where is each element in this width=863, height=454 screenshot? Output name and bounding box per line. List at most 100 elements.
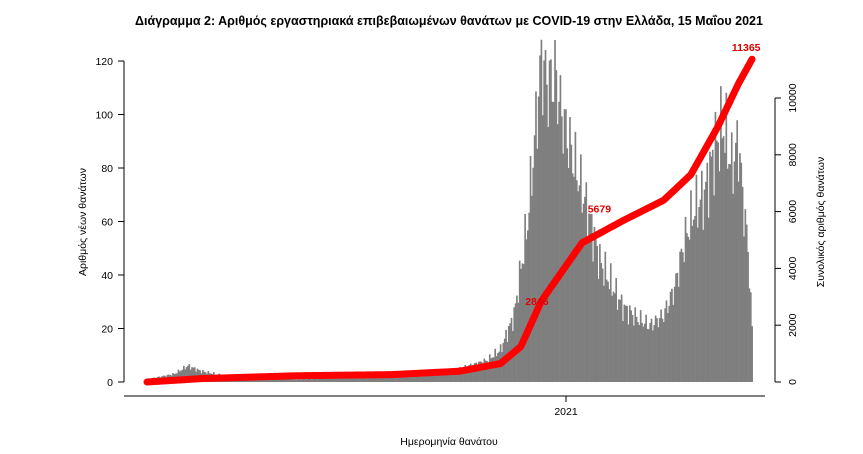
daily-bar [399, 374, 401, 382]
daily-bar [191, 367, 193, 382]
daily-bar [688, 239, 691, 382]
left-tick-label: 80 [101, 163, 113, 175]
daily-bar [543, 60, 545, 383]
left-tick-label: 100 [95, 110, 113, 122]
daily-bar [361, 377, 363, 382]
daily-bar [733, 161, 736, 382]
daily-bar [603, 285, 605, 382]
daily-bar [302, 379, 305, 382]
right-tick-label: 8000 [787, 143, 799, 167]
daily-bar [420, 375, 423, 382]
daily-bar [535, 91, 537, 383]
daily-bar [524, 214, 526, 382]
daily-bar [737, 181, 740, 382]
daily-bar [620, 294, 623, 382]
daily-bar [366, 377, 369, 382]
daily-bar [667, 313, 669, 382]
daily-bar [649, 322, 652, 382]
daily-bar [408, 372, 411, 382]
daily-bar [473, 362, 476, 382]
daily-bar [672, 304, 675, 382]
daily-bar [272, 378, 275, 382]
left-tick-label: 40 [101, 270, 113, 282]
daily-bar [575, 180, 578, 382]
daily-bar [461, 369, 464, 382]
daily-bar [623, 304, 626, 382]
daily-bar [475, 362, 477, 382]
daily-bar [747, 251, 749, 382]
daily-bar [635, 316, 638, 382]
daily-bar [280, 379, 283, 382]
daily-bar [358, 376, 361, 382]
daily-bar [490, 358, 492, 382]
daily-bar [335, 378, 337, 382]
daily-bar [196, 368, 199, 382]
daily-bar [313, 378, 316, 382]
daily-bar [563, 109, 566, 382]
daily-bar [305, 379, 308, 382]
daily-bar [401, 376, 404, 382]
daily-bar [714, 111, 717, 383]
daily-bar [354, 376, 356, 382]
daily-bar [410, 374, 412, 382]
daily-bar [607, 281, 609, 382]
daily-bar [669, 291, 672, 382]
daily-bar [622, 321, 624, 382]
daily-bar [628, 305, 631, 382]
daily-bar [325, 378, 328, 382]
daily-bar [546, 84, 548, 383]
daily-bar [690, 190, 692, 382]
daily-bar [585, 182, 588, 382]
daily-bar [516, 295, 518, 382]
cumulative-annotation: 2846 [525, 296, 549, 308]
daily-bar [384, 374, 386, 382]
daily-bar [654, 315, 657, 382]
daily-bar [185, 367, 188, 382]
daily-bar [446, 371, 449, 382]
daily-bar [725, 92, 728, 383]
daily-bar [707, 217, 710, 382]
daily-bar [295, 379, 298, 382]
daily-bar [726, 168, 729, 382]
daily-bar [580, 154, 582, 382]
daily-bar [339, 377, 342, 382]
daily-bar [471, 367, 473, 382]
daily-bar [396, 376, 399, 382]
right-y-axis-label: Συνολικός αριθμός θανάτων [815, 157, 827, 287]
daily-bar [571, 173, 574, 382]
daily-bar [465, 367, 468, 382]
daily-bar [702, 229, 705, 382]
daily-bar [486, 361, 488, 382]
daily-bar [699, 199, 702, 382]
daily-bar [310, 379, 313, 382]
x-axis: 2021 [124, 395, 765, 418]
daily-bar [363, 376, 366, 382]
cumulative-line [143, 55, 756, 386]
daily-bar [276, 378, 279, 382]
daily-bar [631, 314, 634, 382]
daily-bar [721, 138, 724, 382]
daily-bar [487, 362, 490, 382]
daily-bar [444, 368, 446, 382]
daily-bar [601, 268, 604, 382]
daily-bar [592, 261, 594, 382]
daily-bar [380, 376, 382, 382]
daily-bar [271, 378, 274, 382]
daily-bar [647, 329, 650, 382]
daily-bar [653, 325, 656, 382]
daily-bar [652, 330, 654, 382]
daily-bar [290, 379, 293, 382]
daily-bar [518, 260, 521, 382]
daily-bar [522, 264, 525, 382]
daily-bar [414, 372, 416, 382]
left-y-axis: 0 20 40 60 80 100 120 [95, 56, 125, 389]
daily-bar [309, 378, 312, 382]
daily-bar [279, 378, 282, 382]
daily-bar [715, 140, 718, 382]
daily-bar [438, 369, 441, 382]
daily-bar [306, 378, 309, 382]
daily-bar [694, 216, 696, 382]
daily-bar [520, 268, 522, 382]
daily-bar [469, 363, 472, 382]
right-tick-label: 2000 [787, 313, 799, 337]
